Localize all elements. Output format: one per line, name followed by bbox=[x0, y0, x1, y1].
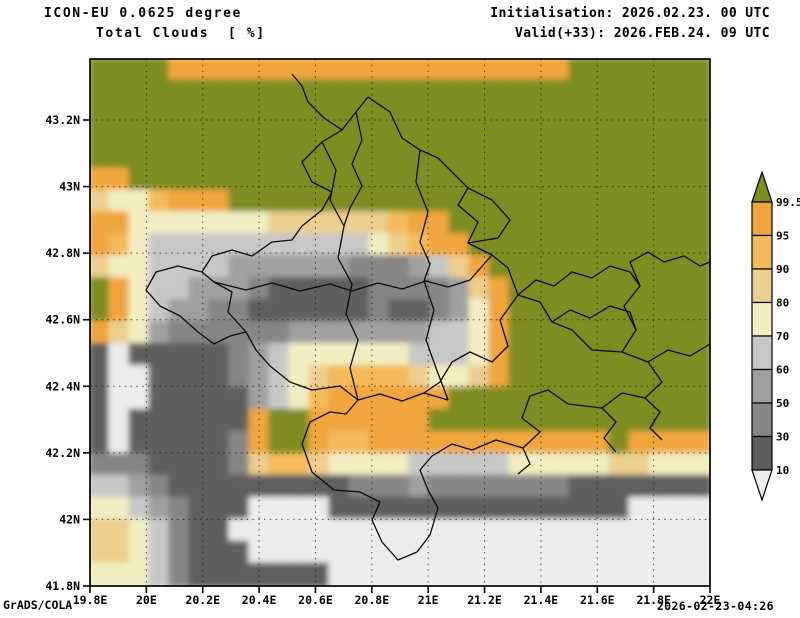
x-tick-label: 21.6E bbox=[580, 593, 615, 607]
colorbar: 99.5 95 90 80 70 60 50 30 10 bbox=[751, 170, 800, 502]
initialisation-time: Initialisation: 2026.02.23. 00 UTC bbox=[490, 6, 770, 21]
colorbar-label: 30 bbox=[776, 431, 789, 444]
y-tick-label: 42.8N bbox=[45, 246, 80, 260]
y-tick-label: 42.6N bbox=[45, 313, 80, 327]
colorbar-label: 80 bbox=[776, 297, 789, 310]
colorbar-label: 99.5 bbox=[776, 196, 800, 209]
x-tick-label: 20.8E bbox=[355, 593, 390, 607]
model-title: ICON-EU 0.0625 degree bbox=[44, 6, 242, 21]
colorbar-arrow-top bbox=[751, 170, 773, 203]
cloud-field bbox=[90, 59, 710, 586]
product-title: Total Clouds [ %] bbox=[96, 26, 266, 41]
y-tick-label: 42.4N bbox=[45, 379, 80, 393]
admin-boundaries bbox=[145, 73, 710, 561]
colorbar-label: 10 bbox=[776, 464, 789, 477]
y-tick-label: 43N bbox=[59, 180, 80, 194]
colorbar-label: 95 bbox=[776, 230, 789, 243]
colorbar-segment bbox=[751, 435, 773, 471]
colorbar-segment bbox=[751, 301, 773, 337]
colorbar-segment bbox=[751, 368, 773, 404]
grads-credit: GrADS/COLA bbox=[3, 598, 73, 612]
colorbar-label: 90 bbox=[776, 263, 789, 276]
colorbar-label: 60 bbox=[776, 364, 789, 377]
valid-time: Valid(+33): 2026.FEB.24. 09 UTC bbox=[514, 26, 770, 41]
colorbar-segment bbox=[751, 402, 773, 438]
x-tick-label: 19.8E bbox=[73, 593, 108, 607]
colorbar-segment bbox=[751, 234, 773, 270]
x-tick-label: 22E bbox=[700, 593, 721, 607]
y-tick-label: 42N bbox=[59, 512, 80, 526]
x-tick-label: 20.4E bbox=[242, 593, 277, 607]
colorbar-segment bbox=[751, 201, 773, 237]
y-tick-label: 42.2N bbox=[45, 446, 80, 460]
y-tick-label: 43.2N bbox=[45, 113, 80, 127]
colorbar-segment bbox=[751, 268, 773, 304]
x-tick-label: 21E bbox=[418, 593, 439, 607]
colorbar-label: 50 bbox=[776, 397, 789, 410]
x-tick-label: 21.4E bbox=[524, 593, 559, 607]
creation-timestamp: 2026-02-23-04:26 bbox=[656, 599, 774, 613]
colorbar-label: 70 bbox=[776, 330, 789, 343]
x-tick-label: 21.8E bbox=[636, 593, 671, 607]
colorbar-segment bbox=[751, 335, 773, 371]
x-tick-label: 20.2E bbox=[185, 593, 220, 607]
x-tick-label: 20.6E bbox=[298, 593, 333, 607]
x-tick-label: 21.2E bbox=[467, 593, 502, 607]
colorbar-arrow-bottom bbox=[751, 469, 773, 502]
graticule bbox=[90, 59, 710, 586]
x-tick-label: 20E bbox=[136, 593, 157, 607]
map-frame bbox=[89, 58, 711, 587]
axes: 19.8E 20E 20.2E 20.4E 20.6E 20.8E 21E 21.2E 21.4… bbox=[45, 113, 720, 607]
y-tick-label: 41.8N bbox=[45, 579, 80, 593]
